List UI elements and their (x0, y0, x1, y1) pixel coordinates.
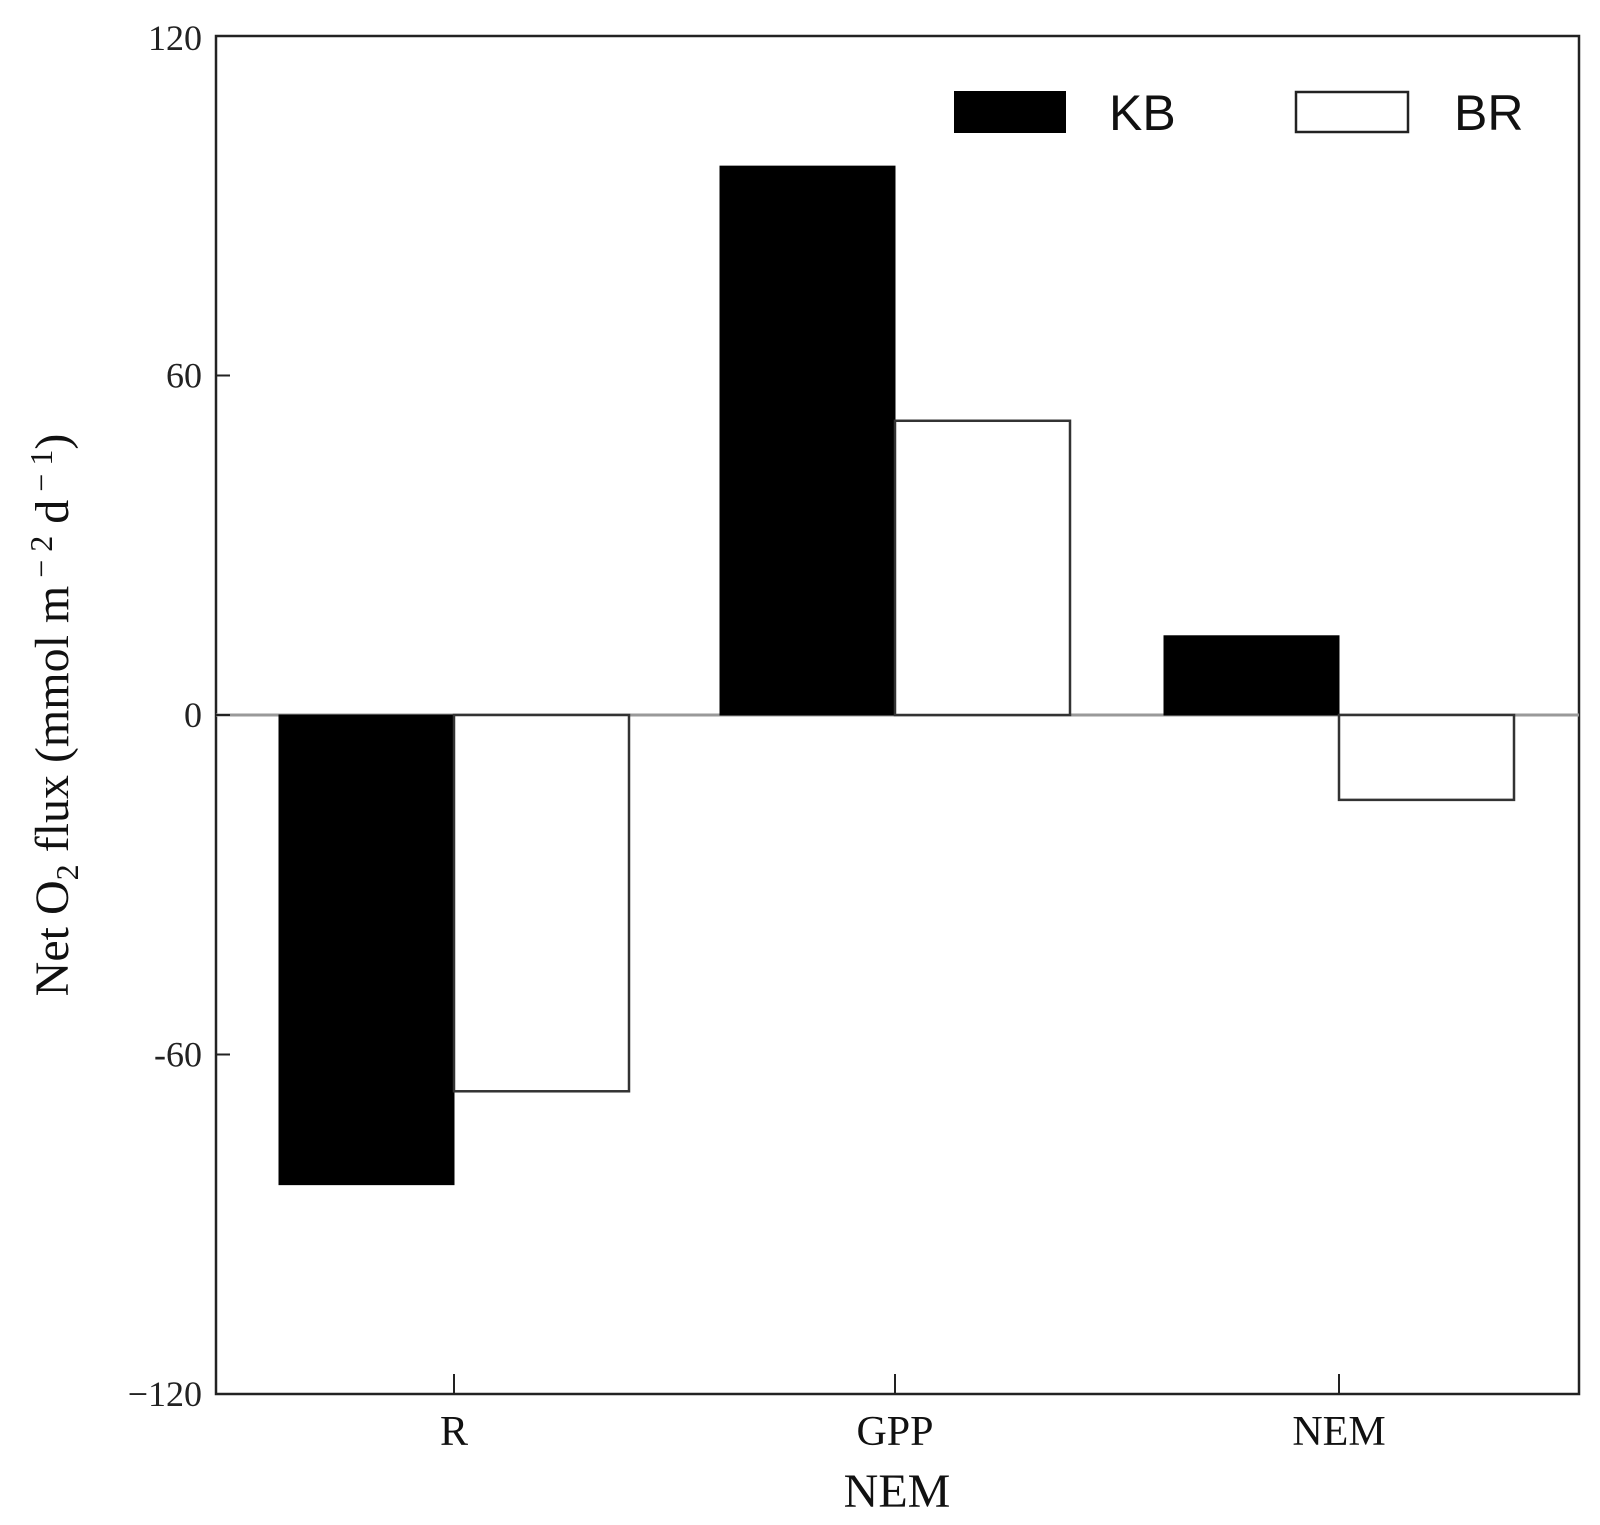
bar-kb-r (278, 714, 455, 1186)
bar-br-nem (1337, 713, 1516, 802)
y-axis-title: Net O2 flux (mmol m − 2 d − 1) (23, 434, 85, 997)
bars-group (278, 165, 1516, 1186)
y-tick-label: 120 (148, 18, 202, 58)
y-axis-title-sup2: − 1 (23, 450, 59, 500)
x-tick-label-r: R (440, 1409, 468, 1455)
y-tick-label: -60 (154, 1035, 202, 1075)
y-axis-title-end: ) (26, 434, 79, 450)
y-axis-ticks: 120 60 0 -60 −120 (128, 18, 230, 1414)
bar-br-gpp (893, 419, 1072, 717)
legend-label-kb: KB (1109, 85, 1176, 141)
y-tick-label: 60 (166, 356, 202, 396)
bar-kb-nem (1163, 635, 1340, 716)
x-axis-title: NEM (844, 1465, 951, 1518)
x-tick-label-gpp: GPP (856, 1409, 933, 1455)
y-tick-label: −120 (128, 1374, 202, 1414)
legend-label-br: BR (1454, 85, 1523, 141)
bar-br-r (452, 713, 631, 1093)
y-axis-title-rest: flux (mmol m (26, 586, 79, 865)
y-axis-title-sub: 2 (49, 864, 85, 880)
y-axis-title-main: Net O (26, 880, 79, 996)
legend: KB BR (954, 85, 1523, 141)
legend-swatch-br (1294, 90, 1410, 134)
y-axis-title-mid: d (26, 500, 79, 536)
x-axis-ticks: R GPP NEM (440, 1374, 1386, 1455)
y-tick-label: 0 (184, 695, 202, 735)
legend-swatch-kb (954, 91, 1066, 133)
y-axis-title-sup1: − 2 (23, 536, 59, 586)
bar-kb-gpp (719, 165, 896, 716)
x-tick-label-nem: NEM (1292, 1409, 1385, 1455)
